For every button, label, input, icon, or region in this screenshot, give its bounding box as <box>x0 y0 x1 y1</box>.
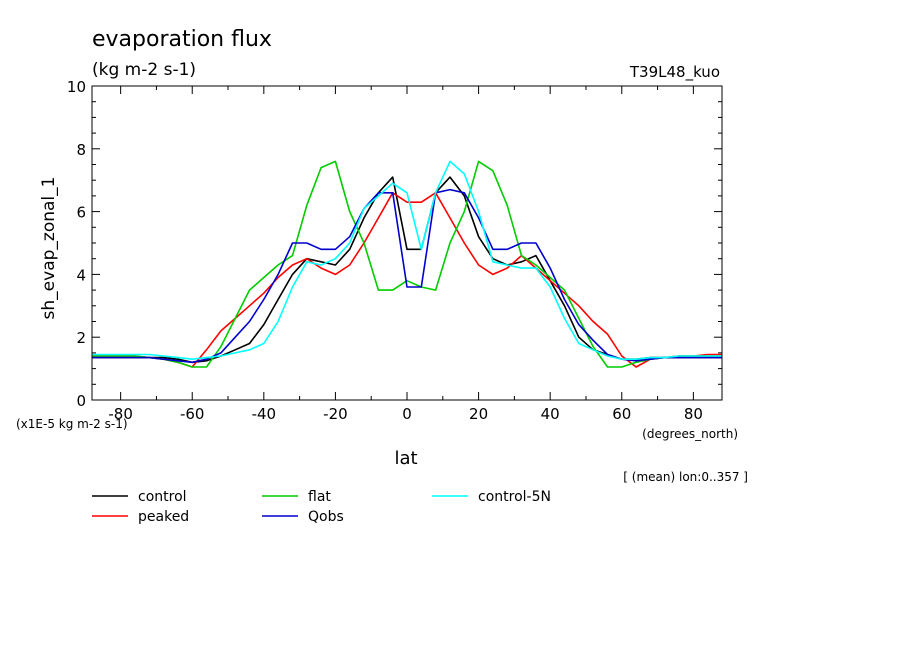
legend-label: control-5N <box>478 489 551 505</box>
x-tick-label: 60 <box>612 405 631 423</box>
x-tick-label: 40 <box>541 405 560 423</box>
x-tick-label: -80 <box>108 405 133 423</box>
y-tick-label: 6 <box>76 204 86 222</box>
x-tick-label: 80 <box>684 405 703 423</box>
legend: control peaked flat Qobs control-5N <box>92 489 551 525</box>
legend-label: peaked <box>138 509 189 525</box>
x-tick-label: 20 <box>469 405 488 423</box>
series-line-control-5n <box>92 160 722 361</box>
series-line-flat <box>92 160 722 368</box>
plot-frame <box>91 85 723 401</box>
y-axis-label: sh_evap_zonal_1 <box>39 177 59 320</box>
x-tick-label: -60 <box>180 405 205 423</box>
legend-label: flat <box>308 489 331 505</box>
y-tick-label: 2 <box>76 329 86 347</box>
mean-note: [ (mean) lon:0..357 ] <box>623 470 748 484</box>
y-tick-label: 4 <box>76 266 86 284</box>
y-tick-label: 8 <box>76 141 86 159</box>
series-lines <box>92 160 722 368</box>
axis-ticks: -80 -60 -40 -20 0 20 40 60 80 0 2 4 6 8 10 <box>67 78 722 423</box>
run-label: T39L48_kuo <box>629 63 720 82</box>
y-tick-label: 10 <box>67 78 86 96</box>
x-tick-label: -20 <box>323 405 348 423</box>
x-units-label: (degrees_north) <box>642 427 738 441</box>
chart-subtitle: (kg m-2 s-1) <box>92 60 196 80</box>
legend-label: control <box>138 489 187 505</box>
y-tick-label: 0 <box>76 392 86 410</box>
chart-title: evaporation flux <box>92 27 272 52</box>
legend-label: Qobs <box>308 509 344 525</box>
x-axis-label: lat <box>394 448 417 469</box>
y-scale-note: (x1E-5 kg m-2 s-1) <box>16 417 128 431</box>
x-tick-label: 0 <box>402 405 412 423</box>
x-tick-label: -40 <box>252 405 277 423</box>
